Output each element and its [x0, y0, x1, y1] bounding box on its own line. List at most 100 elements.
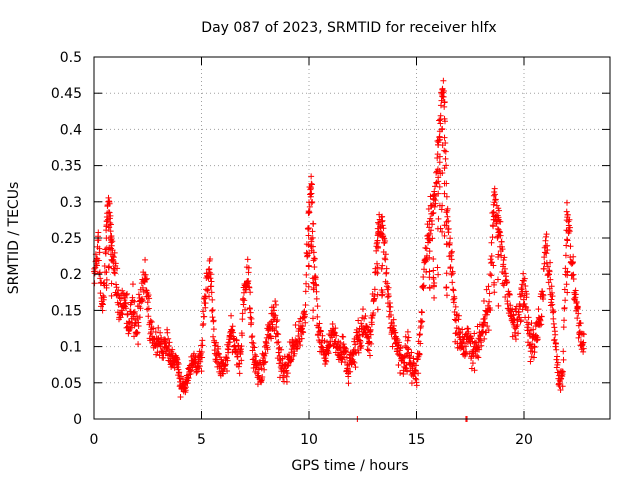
data-point [560, 356, 567, 363]
data-point [441, 134, 448, 141]
data-point [562, 297, 569, 304]
data-point [440, 77, 447, 84]
data-point [436, 159, 443, 166]
data-point [404, 337, 411, 344]
data-point [107, 212, 114, 219]
data-point [404, 328, 411, 335]
data-point [322, 357, 329, 364]
data-point [574, 315, 581, 322]
data-point [207, 256, 214, 263]
data-point [133, 330, 140, 337]
data-point [382, 251, 389, 258]
data-point [110, 254, 117, 261]
data-point [431, 280, 438, 287]
data-point [468, 335, 475, 342]
data-point [142, 256, 149, 263]
data-point [374, 270, 381, 277]
data-point [97, 290, 104, 297]
data-point [301, 314, 308, 321]
data-point [297, 342, 304, 349]
data-point [381, 255, 388, 262]
data-points [91, 77, 587, 422]
data-point [456, 330, 463, 337]
x-tick-label: 20 [515, 432, 533, 448]
data-point [139, 284, 146, 291]
data-point [269, 321, 276, 328]
data-point [108, 245, 115, 252]
data-point [396, 339, 403, 346]
data-point [423, 245, 430, 252]
data-point [171, 364, 178, 371]
data-point [416, 331, 423, 338]
data-point [131, 308, 138, 315]
data-point [111, 270, 118, 277]
data-point [345, 380, 352, 387]
data-point [253, 353, 260, 360]
data-point [560, 324, 567, 331]
data-point [435, 215, 442, 222]
data-point [488, 252, 495, 259]
data-point [324, 339, 331, 346]
data-point [276, 353, 283, 360]
data-point [311, 264, 318, 271]
data-point [105, 194, 112, 201]
data-point [567, 243, 574, 250]
data-point [488, 239, 495, 246]
data-point [495, 216, 502, 223]
data-point [272, 301, 279, 308]
data-point [428, 202, 435, 209]
data-point [380, 225, 387, 232]
data-point [443, 284, 450, 291]
data-point [552, 331, 559, 338]
data-point [223, 355, 230, 362]
data-point [264, 346, 271, 353]
data-point [112, 260, 119, 267]
data-point [96, 249, 103, 256]
data-point [239, 310, 246, 317]
data-point [536, 322, 543, 329]
data-point [397, 370, 404, 377]
data-point [268, 335, 275, 342]
data-point [278, 346, 285, 353]
data-point [561, 317, 568, 324]
data-point [553, 356, 560, 363]
data-point [444, 205, 451, 212]
data-point [280, 372, 287, 379]
data-point [143, 287, 150, 294]
data-point [395, 362, 402, 369]
data-point [462, 343, 469, 350]
data-point [443, 162, 450, 169]
data-point [238, 357, 245, 364]
data-point [512, 336, 519, 343]
data-point [557, 387, 564, 394]
data-point [496, 207, 503, 214]
data-point [507, 302, 514, 309]
data-point [362, 313, 369, 320]
data-point [547, 276, 554, 283]
data-point [573, 298, 580, 305]
data-point [565, 218, 572, 225]
data-point [476, 346, 483, 353]
data-point [549, 301, 556, 308]
data-point [441, 232, 448, 239]
data-point [580, 345, 587, 352]
data-point [439, 228, 446, 235]
data-point [144, 299, 151, 306]
data-point [439, 169, 446, 176]
data-point [284, 363, 291, 370]
data-point [525, 321, 532, 328]
data-point [455, 312, 462, 319]
x-tick-label: 0 [90, 432, 99, 448]
data-point [437, 225, 444, 232]
data-point [125, 318, 132, 325]
data-point [367, 331, 374, 338]
data-point [506, 291, 513, 298]
axis-ticks [93, 56, 610, 420]
data-point [448, 256, 455, 263]
data-point [299, 323, 306, 330]
y-tick-label: 0.25 [51, 231, 82, 247]
data-point [209, 314, 216, 321]
data-point [436, 153, 443, 160]
data-point [489, 259, 496, 266]
